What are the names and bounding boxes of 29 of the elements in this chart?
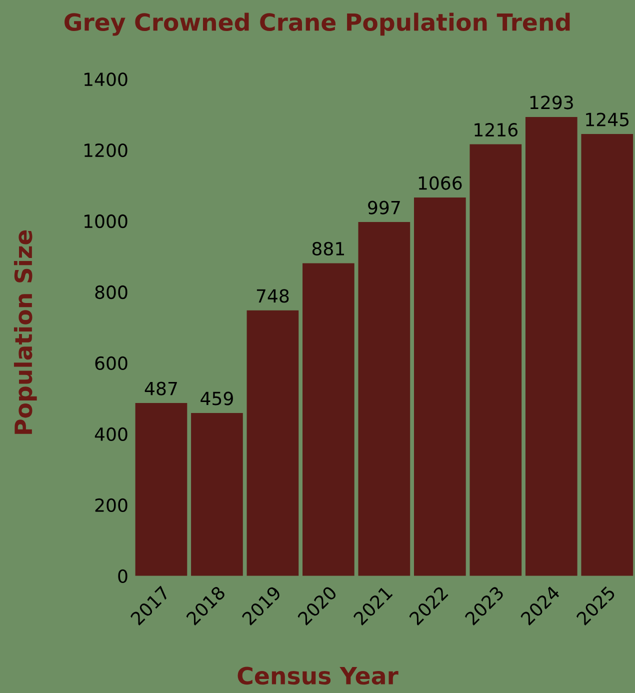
bar [525, 116, 578, 576]
y-tick-label: 200 [95, 498, 128, 512]
bar [470, 144, 522, 576]
data-label: 1245 [586, 112, 629, 126]
data-label: 997 [368, 200, 400, 214]
bar [581, 134, 634, 576]
y-tick-label: 400 [94, 427, 128, 442]
bar [358, 222, 410, 576]
bar [246, 310, 299, 576]
bar [302, 263, 354, 576]
y-tick-label: 800 [95, 285, 128, 300]
data-label: 1066 [418, 176, 462, 190]
y-tick-label: 1000 [84, 214, 128, 228]
bar [191, 412, 243, 576]
x-axis-title: Census Year [238, 666, 398, 685]
y-tick-label: 1200 [84, 143, 128, 158]
bar [414, 198, 466, 576]
data-label: 748 [256, 289, 289, 303]
data-label: 1293 [530, 96, 573, 110]
data-label: 1216 [474, 122, 518, 137]
y-axis-title: Population Size [14, 230, 37, 434]
bar [135, 403, 188, 576]
data-label: 881 [312, 242, 344, 256]
y-tick-label: 1400 [84, 72, 128, 86]
y-tick-label: 0 [118, 569, 128, 583]
data-label: 487 [144, 382, 177, 396]
y-tick-label: 600 [95, 356, 128, 370]
data-label: 459 [200, 392, 233, 406]
chart-title: Grey Crowned Crane Population Trend [64, 12, 570, 36]
